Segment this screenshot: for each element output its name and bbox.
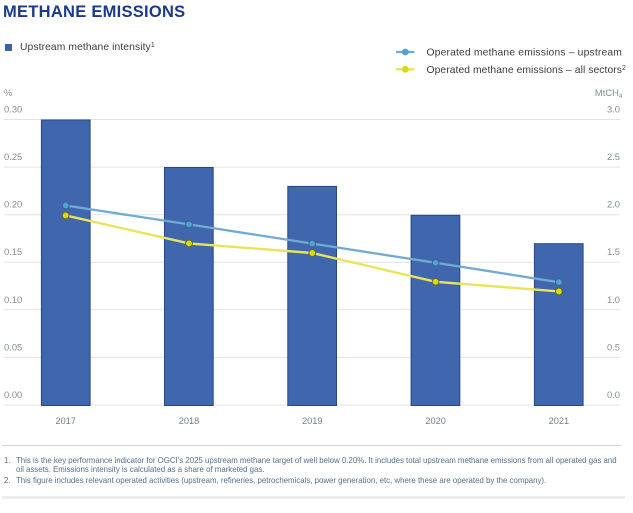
svg-text:1.5: 1.5 [607,246,620,257]
svg-text:2021: 2021 [549,416,569,426]
svg-text:2017: 2017 [55,416,75,426]
svg-text:0.00: 0.00 [4,389,22,400]
svg-text:1.0: 1.0 [607,294,620,305]
svg-text:0.20: 0.20 [4,199,22,210]
svg-text:%: % [4,87,12,98]
svg-text:0.15: 0.15 [4,246,22,257]
svg-text:2019: 2019 [302,416,322,426]
svg-text:0.25: 0.25 [4,151,22,162]
svg-text:0.10: 0.10 [4,294,22,305]
svg-text:3.0: 3.0 [607,104,620,115]
svg-text:Operated methane emissions – a: Operated methane emissions – all sectors… [427,65,627,76]
svg-text:2018: 2018 [179,416,199,426]
svg-text:Operated methane emissions – u: Operated methane emissions – upstream [427,48,623,59]
svg-text:2.5: 2.5 [607,151,620,162]
svg-text:2.0: 2.0 [607,199,620,210]
svg-text:0.30: 0.30 [4,104,22,115]
svg-text:MtCH4: MtCH4 [595,87,623,100]
svg-text:2020: 2020 [425,416,445,426]
svg-text:0.0: 0.0 [607,389,620,400]
svg-text:0.5: 0.5 [607,341,620,352]
svg-text:0.05: 0.05 [4,341,22,352]
